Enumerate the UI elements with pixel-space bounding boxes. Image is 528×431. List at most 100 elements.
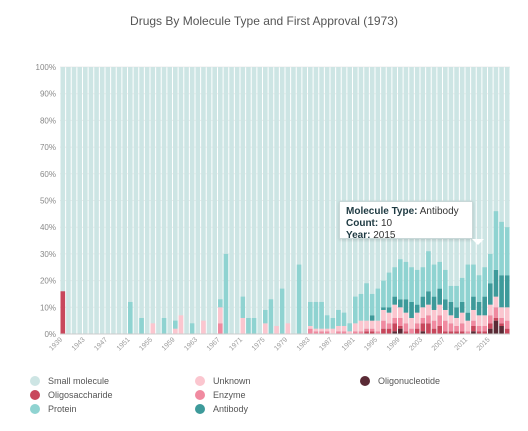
bar-oligosaccharide[interactable] bbox=[437, 325, 442, 334]
bar-protein[interactable] bbox=[341, 312, 347, 326]
bar-oligosaccharide[interactable] bbox=[443, 331, 448, 334]
bar-enzyme[interactable] bbox=[409, 328, 414, 334]
bar-protein[interactable] bbox=[375, 288, 381, 321]
legend-item-small-molecule[interactable]: Small molecule bbox=[30, 376, 109, 386]
bar-small-molecule[interactable] bbox=[409, 67, 414, 334]
bar-unknown[interactable] bbox=[493, 296, 499, 308]
bar-protein[interactable] bbox=[347, 323, 352, 332]
bar-protein[interactable] bbox=[330, 317, 336, 329]
bar-oligosaccharide[interactable] bbox=[381, 328, 386, 334]
bar-protein[interactable] bbox=[319, 301, 324, 329]
bar-protein[interactable] bbox=[173, 320, 178, 329]
legend-item-enzyme[interactable]: Enzyme bbox=[195, 390, 246, 400]
bar-small-molecule[interactable] bbox=[257, 67, 262, 334]
bar-protein[interactable] bbox=[246, 317, 251, 334]
bar-unknown[interactable] bbox=[319, 328, 324, 332]
bar-oligosaccharide[interactable] bbox=[454, 331, 459, 334]
bar-small-molecule[interactable] bbox=[291, 67, 296, 334]
bar-unknown[interactable] bbox=[341, 325, 347, 332]
bar-antibody[interactable] bbox=[448, 301, 454, 316]
bar-unknown[interactable] bbox=[476, 315, 482, 326]
bar-small-molecule[interactable] bbox=[443, 67, 448, 334]
bar-unknown[interactable] bbox=[386, 312, 392, 324]
bar-small-molecule[interactable] bbox=[144, 67, 150, 334]
bar-small-molecule[interactable] bbox=[358, 67, 364, 334]
bar-unknown[interactable] bbox=[330, 328, 336, 334]
bar-enzyme[interactable] bbox=[386, 323, 392, 329]
bar-unknown[interactable] bbox=[218, 307, 223, 324]
bar-enzyme[interactable] bbox=[313, 331, 319, 334]
bar-antibody[interactable] bbox=[488, 283, 493, 305]
bar-antibody[interactable] bbox=[476, 301, 482, 316]
bar-small-molecule[interactable] bbox=[313, 67, 319, 334]
bar-small-molecule[interactable] bbox=[206, 67, 212, 334]
bar-small-molecule[interactable] bbox=[156, 67, 161, 334]
bar-small-molecule[interactable] bbox=[251, 67, 257, 334]
bar-oligosaccharide[interactable] bbox=[414, 328, 420, 334]
bar-small-molecule[interactable] bbox=[386, 67, 392, 334]
bar-unknown[interactable] bbox=[313, 328, 319, 332]
bar-protein[interactable] bbox=[336, 309, 341, 326]
bar-protein[interactable] bbox=[420, 267, 426, 297]
bar-antibody[interactable] bbox=[471, 296, 476, 310]
bar-small-molecule[interactable] bbox=[212, 67, 217, 334]
bar-antibody[interactable] bbox=[499, 275, 504, 308]
bar-unknown[interactable] bbox=[392, 304, 397, 318]
bar-unknown[interactable] bbox=[173, 328, 178, 334]
bar-small-molecule[interactable] bbox=[139, 67, 144, 334]
bar-protein[interactable] bbox=[459, 277, 465, 302]
bar-antibody[interactable] bbox=[414, 304, 420, 313]
bar-unknown[interactable] bbox=[398, 307, 403, 318]
bar-unknown[interactable] bbox=[347, 331, 352, 334]
bar-protein[interactable] bbox=[128, 301, 133, 334]
bar-small-molecule[interactable] bbox=[184, 67, 189, 334]
bar-small-molecule[interactable] bbox=[122, 67, 127, 334]
bar-unknown[interactable] bbox=[375, 320, 381, 332]
bar-small-molecule[interactable] bbox=[229, 67, 234, 334]
bar-small-molecule[interactable] bbox=[99, 67, 105, 334]
bar-small-molecule[interactable] bbox=[223, 67, 229, 334]
bar-small-molecule[interactable] bbox=[403, 67, 409, 334]
bar-protein[interactable] bbox=[414, 269, 420, 305]
bar-enzyme[interactable] bbox=[493, 307, 499, 318]
bar-unknown[interactable] bbox=[431, 309, 437, 321]
bar-small-molecule[interactable] bbox=[66, 67, 71, 334]
bar-small-molecule[interactable] bbox=[420, 67, 426, 334]
bar-antibody[interactable] bbox=[482, 296, 487, 316]
bar-oligonucleotide[interactable] bbox=[471, 331, 476, 334]
bar-enzyme[interactable] bbox=[488, 315, 493, 324]
bar-antibody[interactable] bbox=[403, 299, 409, 313]
bar-unknown[interactable] bbox=[353, 323, 358, 332]
bar-oligosaccharide[interactable] bbox=[493, 317, 499, 321]
bar-oligosaccharide[interactable] bbox=[60, 291, 66, 334]
bar-enzyme[interactable] bbox=[476, 325, 482, 332]
bar-oligosaccharide[interactable] bbox=[431, 328, 437, 334]
bar-enzyme[interactable] bbox=[482, 325, 487, 332]
bar-antibody[interactable] bbox=[426, 291, 431, 305]
bar-unknown[interactable] bbox=[240, 317, 246, 334]
bar-small-molecule[interactable] bbox=[448, 67, 454, 334]
bar-unknown[interactable] bbox=[201, 320, 206, 334]
bar-small-molecule[interactable] bbox=[268, 67, 274, 334]
bar-unknown[interactable] bbox=[448, 315, 454, 324]
bar-unknown[interactable] bbox=[459, 312, 465, 324]
bar-oligosaccharide[interactable] bbox=[471, 325, 476, 332]
bar-small-molecule[interactable] bbox=[454, 67, 459, 334]
bar-small-molecule[interactable] bbox=[201, 67, 206, 334]
bar-unknown[interactable] bbox=[178, 315, 184, 334]
bar-enzyme[interactable] bbox=[324, 331, 330, 334]
bar-unknown[interactable] bbox=[443, 309, 448, 321]
bar-enzyme[interactable] bbox=[499, 317, 504, 324]
bar-unknown[interactable] bbox=[285, 323, 291, 334]
bar-enzyme[interactable] bbox=[504, 320, 510, 329]
bar-protein[interactable] bbox=[189, 323, 195, 334]
bar-enzyme[interactable] bbox=[381, 320, 386, 329]
bar-protein[interactable] bbox=[386, 272, 392, 308]
bar-small-molecule[interactable] bbox=[319, 67, 324, 334]
bar-enzyme[interactable] bbox=[319, 331, 324, 334]
bar-protein[interactable] bbox=[403, 261, 409, 300]
bar-enzyme[interactable] bbox=[398, 317, 403, 326]
bar-protein[interactable] bbox=[499, 221, 504, 276]
bar-unknown[interactable] bbox=[426, 304, 431, 316]
bar-small-molecule[interactable] bbox=[437, 67, 442, 334]
